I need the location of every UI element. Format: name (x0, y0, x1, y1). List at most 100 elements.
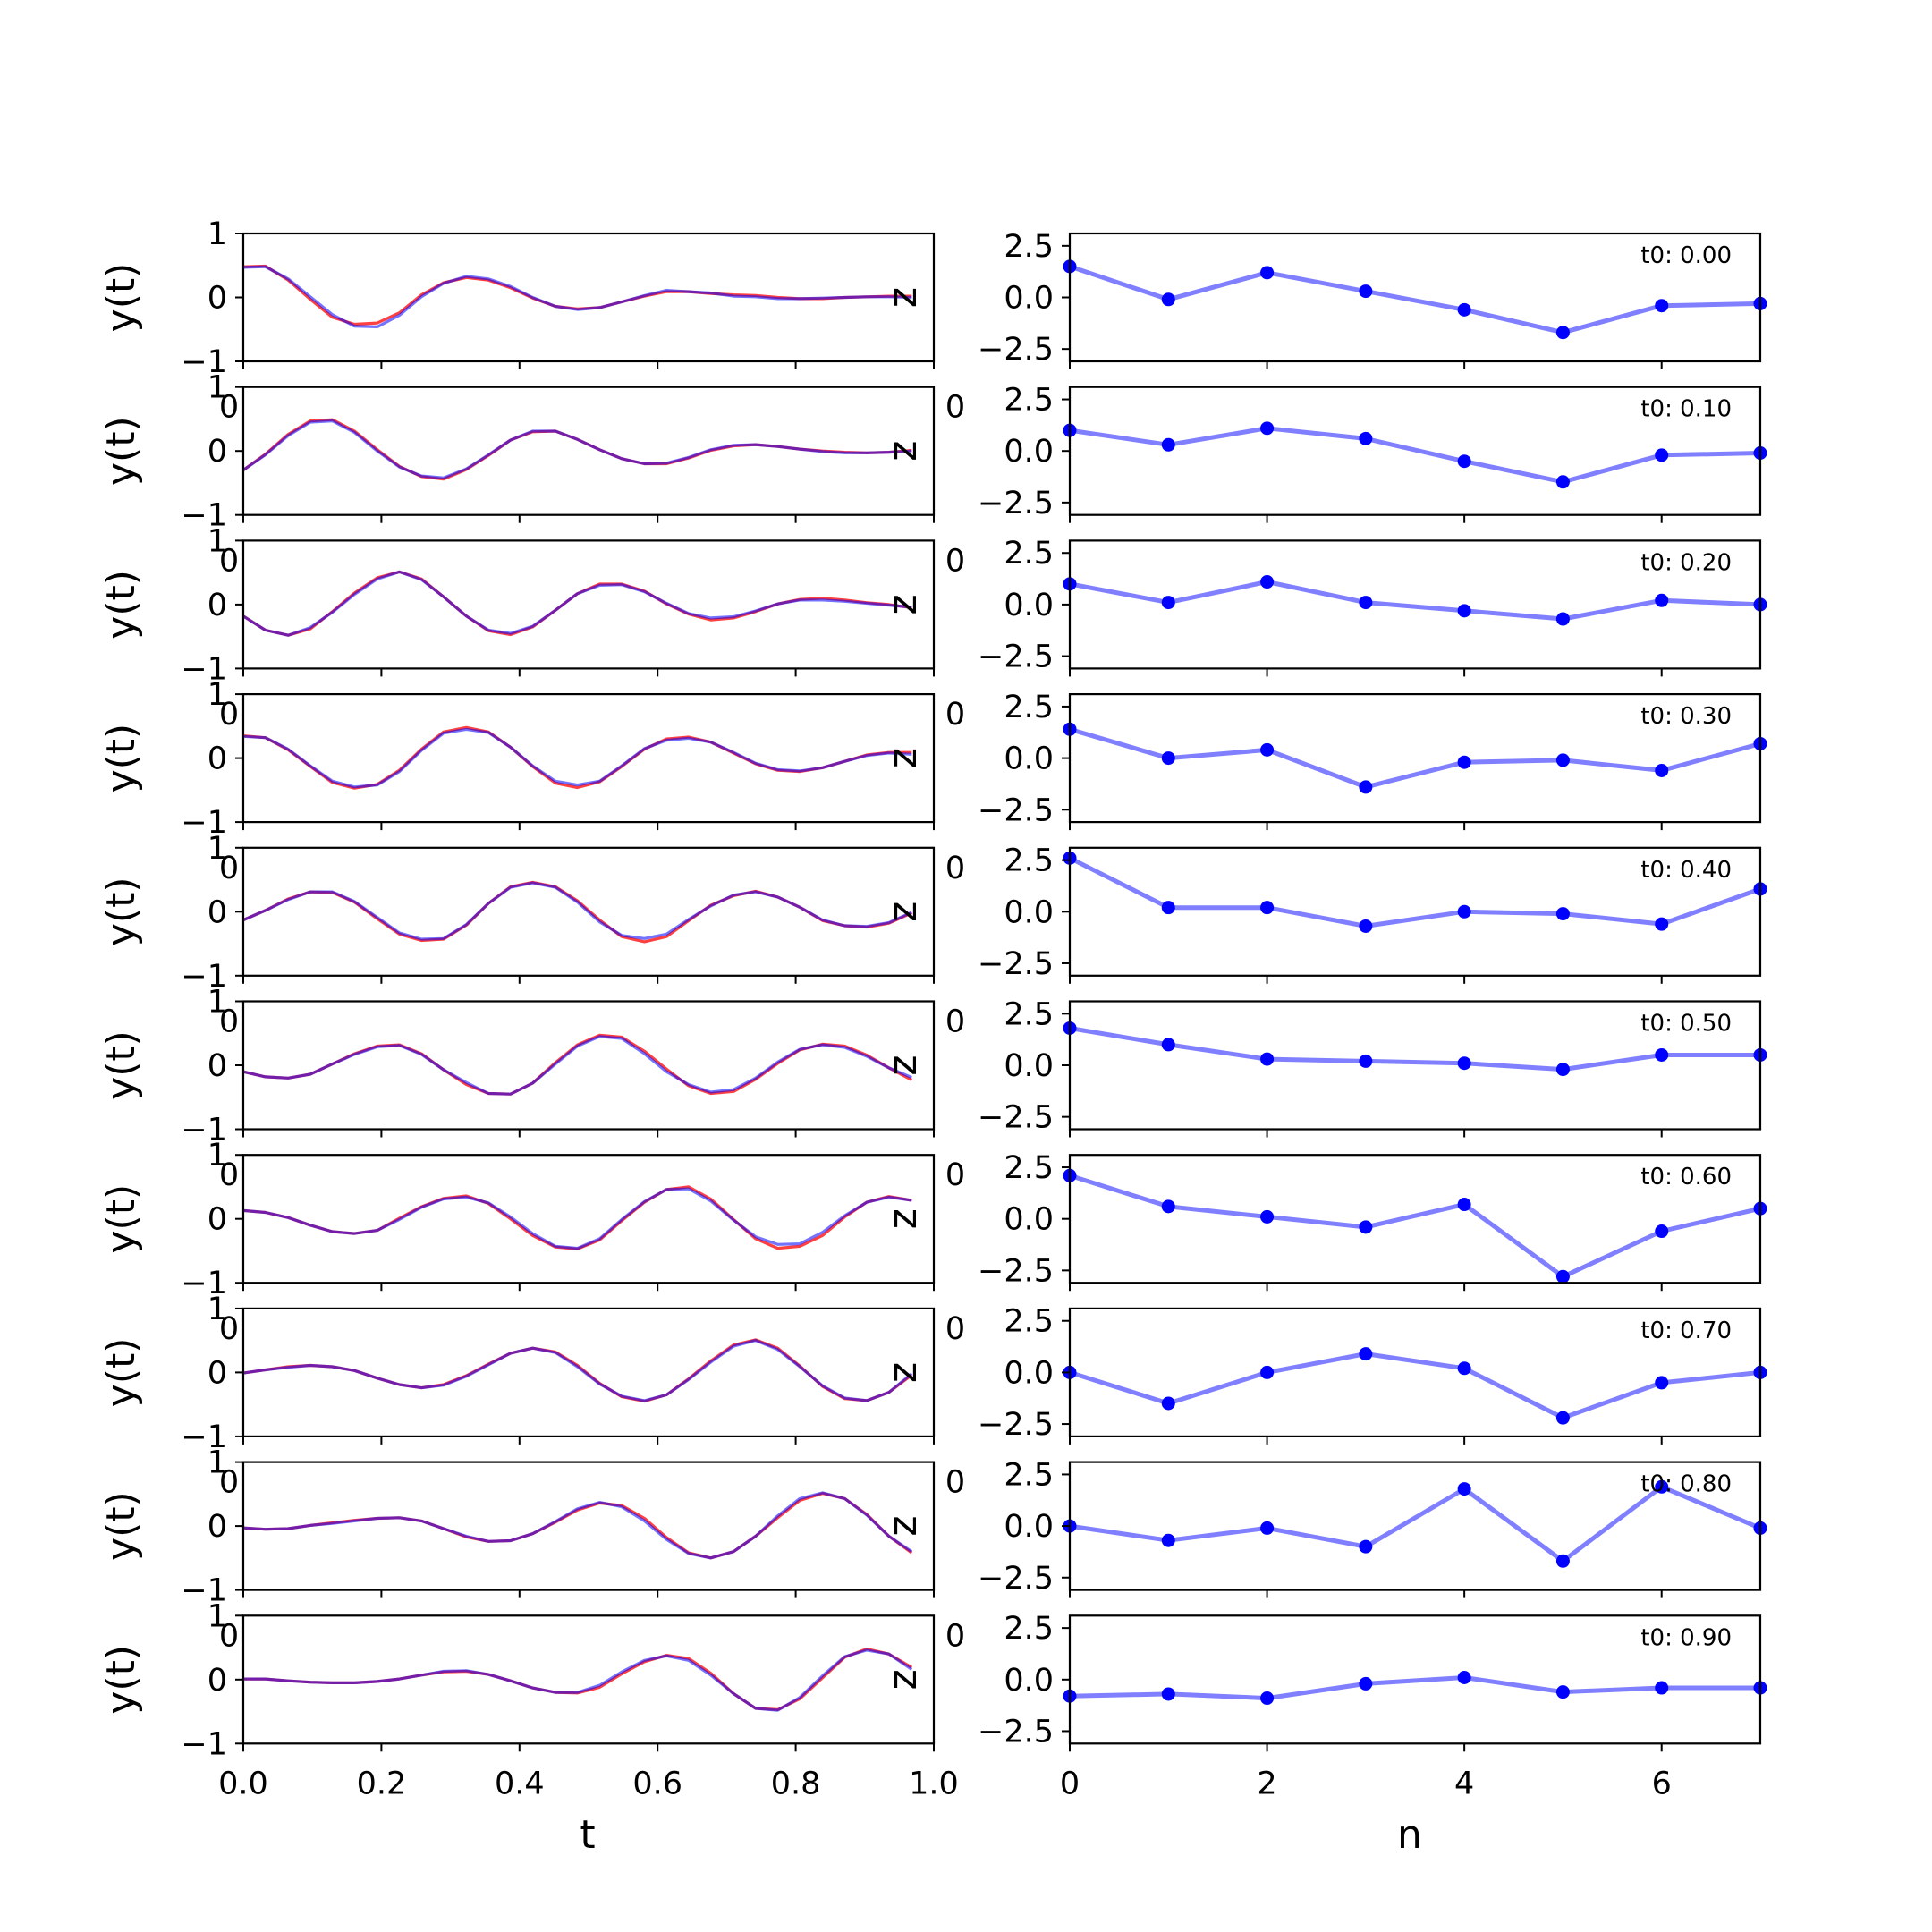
overlap-zero-label: 0 (219, 1157, 239, 1193)
z-marker (1260, 1052, 1275, 1066)
z-marker (1555, 1685, 1570, 1699)
left-subplot-9: 10−10.0 0.2 0.4 0.6 0.8 1.0y(t) z0 (98, 1598, 959, 1801)
y-tick-label: −2.5 (978, 1100, 1054, 1136)
z-marker (1260, 1365, 1275, 1379)
z-series-line (1069, 426, 1761, 485)
left-subplot-5: 10−1y(t) z0 (98, 985, 936, 1148)
right-subplot-2: 2.5 0.0 −2.5 t0: 0.20 0 (945, 536, 1767, 677)
z-marker (1655, 1224, 1669, 1239)
z-marker (1161, 751, 1175, 766)
z-axis-label: z (880, 441, 926, 462)
z-marker (1457, 454, 1471, 469)
z-marker (1457, 604, 1471, 618)
right-subplot-5: 2.5 0.0 −2.5 t0: 0.50 0 (945, 996, 1767, 1138)
z-series-line (1069, 726, 1761, 790)
y-tick-label: 0 (208, 741, 227, 777)
left-subplot-1: 10−1y(t) z0 (98, 370, 936, 534)
y-tick-label: −2.5 (978, 1253, 1054, 1289)
y-tick-label: 0 (208, 1202, 227, 1238)
z-marker (1161, 1038, 1175, 1052)
x-tick-label: 6 (1652, 1766, 1672, 1801)
y-tick-label: −1 (181, 498, 227, 534)
overlap-zero-label: 0 (219, 1618, 239, 1654)
overlap-zero-label: 0 (945, 1004, 965, 1040)
y-tick-label: −2.5 (978, 1407, 1054, 1443)
y-tick-label: −2.5 (978, 1714, 1054, 1750)
z-series-line (1069, 1352, 1761, 1420)
series-line-blue (242, 265, 912, 328)
z-marker (1260, 1521, 1275, 1535)
right-subplot-9: 2.50.0−2.50 2 4 6t0: 0.900 (945, 1611, 1767, 1801)
y-tick-label: 0.0 (1004, 894, 1054, 930)
left-x-axis-label: t (580, 1812, 595, 1858)
y-tick-label: 1 (208, 677, 227, 713)
y-tick-label: 0.0 (1004, 434, 1054, 470)
overlap-zero-label: 0 (219, 1465, 239, 1501)
z-marker (1161, 1687, 1175, 1701)
right-plot-area (1063, 1670, 1767, 1706)
y-tick-label: 0.0 (1004, 281, 1054, 317)
x-tick-label: 0.2 (357, 1766, 407, 1801)
z-axis-label: z (880, 1516, 926, 1537)
z-axis-label: z (880, 902, 926, 922)
z-marker (1555, 1063, 1570, 1077)
y-tick-label: 2.5 (1004, 690, 1054, 725)
x-tick-label: 0.4 (495, 1766, 545, 1801)
overlap-zero-label: 0 (945, 1311, 965, 1347)
t0-label: t0: 0.70 (1640, 1318, 1732, 1344)
y-tick-label: 0.0 (1004, 741, 1054, 777)
z-marker (1161, 1533, 1175, 1547)
z-marker (1260, 901, 1275, 915)
y-tick-label: 0 (208, 1663, 227, 1699)
z-marker (1260, 1691, 1275, 1706)
overlap-zero-label: 0 (945, 543, 965, 579)
z-marker (1555, 907, 1570, 921)
y-tick-label: 2.5 (1004, 229, 1054, 265)
z-marker (1457, 302, 1471, 317)
z-series-line (1069, 1026, 1760, 1072)
z-marker (1555, 753, 1570, 767)
z-marker (1655, 1376, 1669, 1390)
z-marker (1359, 780, 1373, 794)
t0-label: t0: 0.50 (1640, 1011, 1732, 1038)
z-marker (1359, 596, 1373, 610)
y-tick-label: 1 (208, 831, 227, 867)
y-tick-label: 2.5 (1004, 536, 1054, 572)
y-tick-label: −1 (181, 1419, 227, 1455)
right-plot-area (1063, 722, 1767, 794)
right-subplot-8: 2.5 0.0 −2.5 t0: 0.80 0 (945, 1457, 1767, 1598)
z-marker (1457, 1670, 1471, 1684)
overlap-zero-label: 0 (219, 697, 239, 733)
z-marker (1359, 1539, 1373, 1554)
t0-label: t0: 0.40 (1640, 857, 1732, 884)
overlap-zero-label: 0 (219, 851, 239, 886)
z-marker (1555, 1411, 1570, 1425)
z-marker (1655, 917, 1669, 931)
z-marker (1161, 292, 1175, 307)
y-axis-label: y(t) (98, 416, 144, 486)
z-marker (1555, 612, 1570, 626)
z-series-line (1068, 856, 1761, 928)
right-plot-area (1063, 421, 1767, 489)
y-axis-label: y(t) (98, 877, 144, 946)
y-tick-label: 0 (208, 1048, 227, 1084)
y-tick-label: 0 (208, 894, 227, 930)
right-subplot-6: 2.5 0.0 −2.5 t0: 0.60 0 (945, 1150, 1767, 1292)
left-subplot-2: 10−1y(t) z0 (98, 523, 936, 687)
y-tick-label: 1 (208, 1445, 227, 1481)
right-plot-area (1063, 851, 1767, 933)
y-tick-label: 2.5 (1004, 1457, 1054, 1493)
z-marker (1655, 1047, 1669, 1062)
overlap-zero-label: 0 (219, 390, 239, 426)
z-marker (1359, 1054, 1373, 1068)
y-tick-label: −1 (181, 1573, 227, 1609)
z-marker (1555, 1269, 1570, 1284)
y-tick-label: 1 (208, 1598, 227, 1634)
z-marker (1161, 596, 1175, 610)
z-marker (1457, 1198, 1471, 1212)
overlap-zero-label: 0 (945, 851, 965, 886)
x-tick-label: 0.0 (218, 1766, 268, 1801)
z-marker (1161, 1396, 1175, 1411)
overlap-zero-label: 0 (219, 1004, 239, 1040)
